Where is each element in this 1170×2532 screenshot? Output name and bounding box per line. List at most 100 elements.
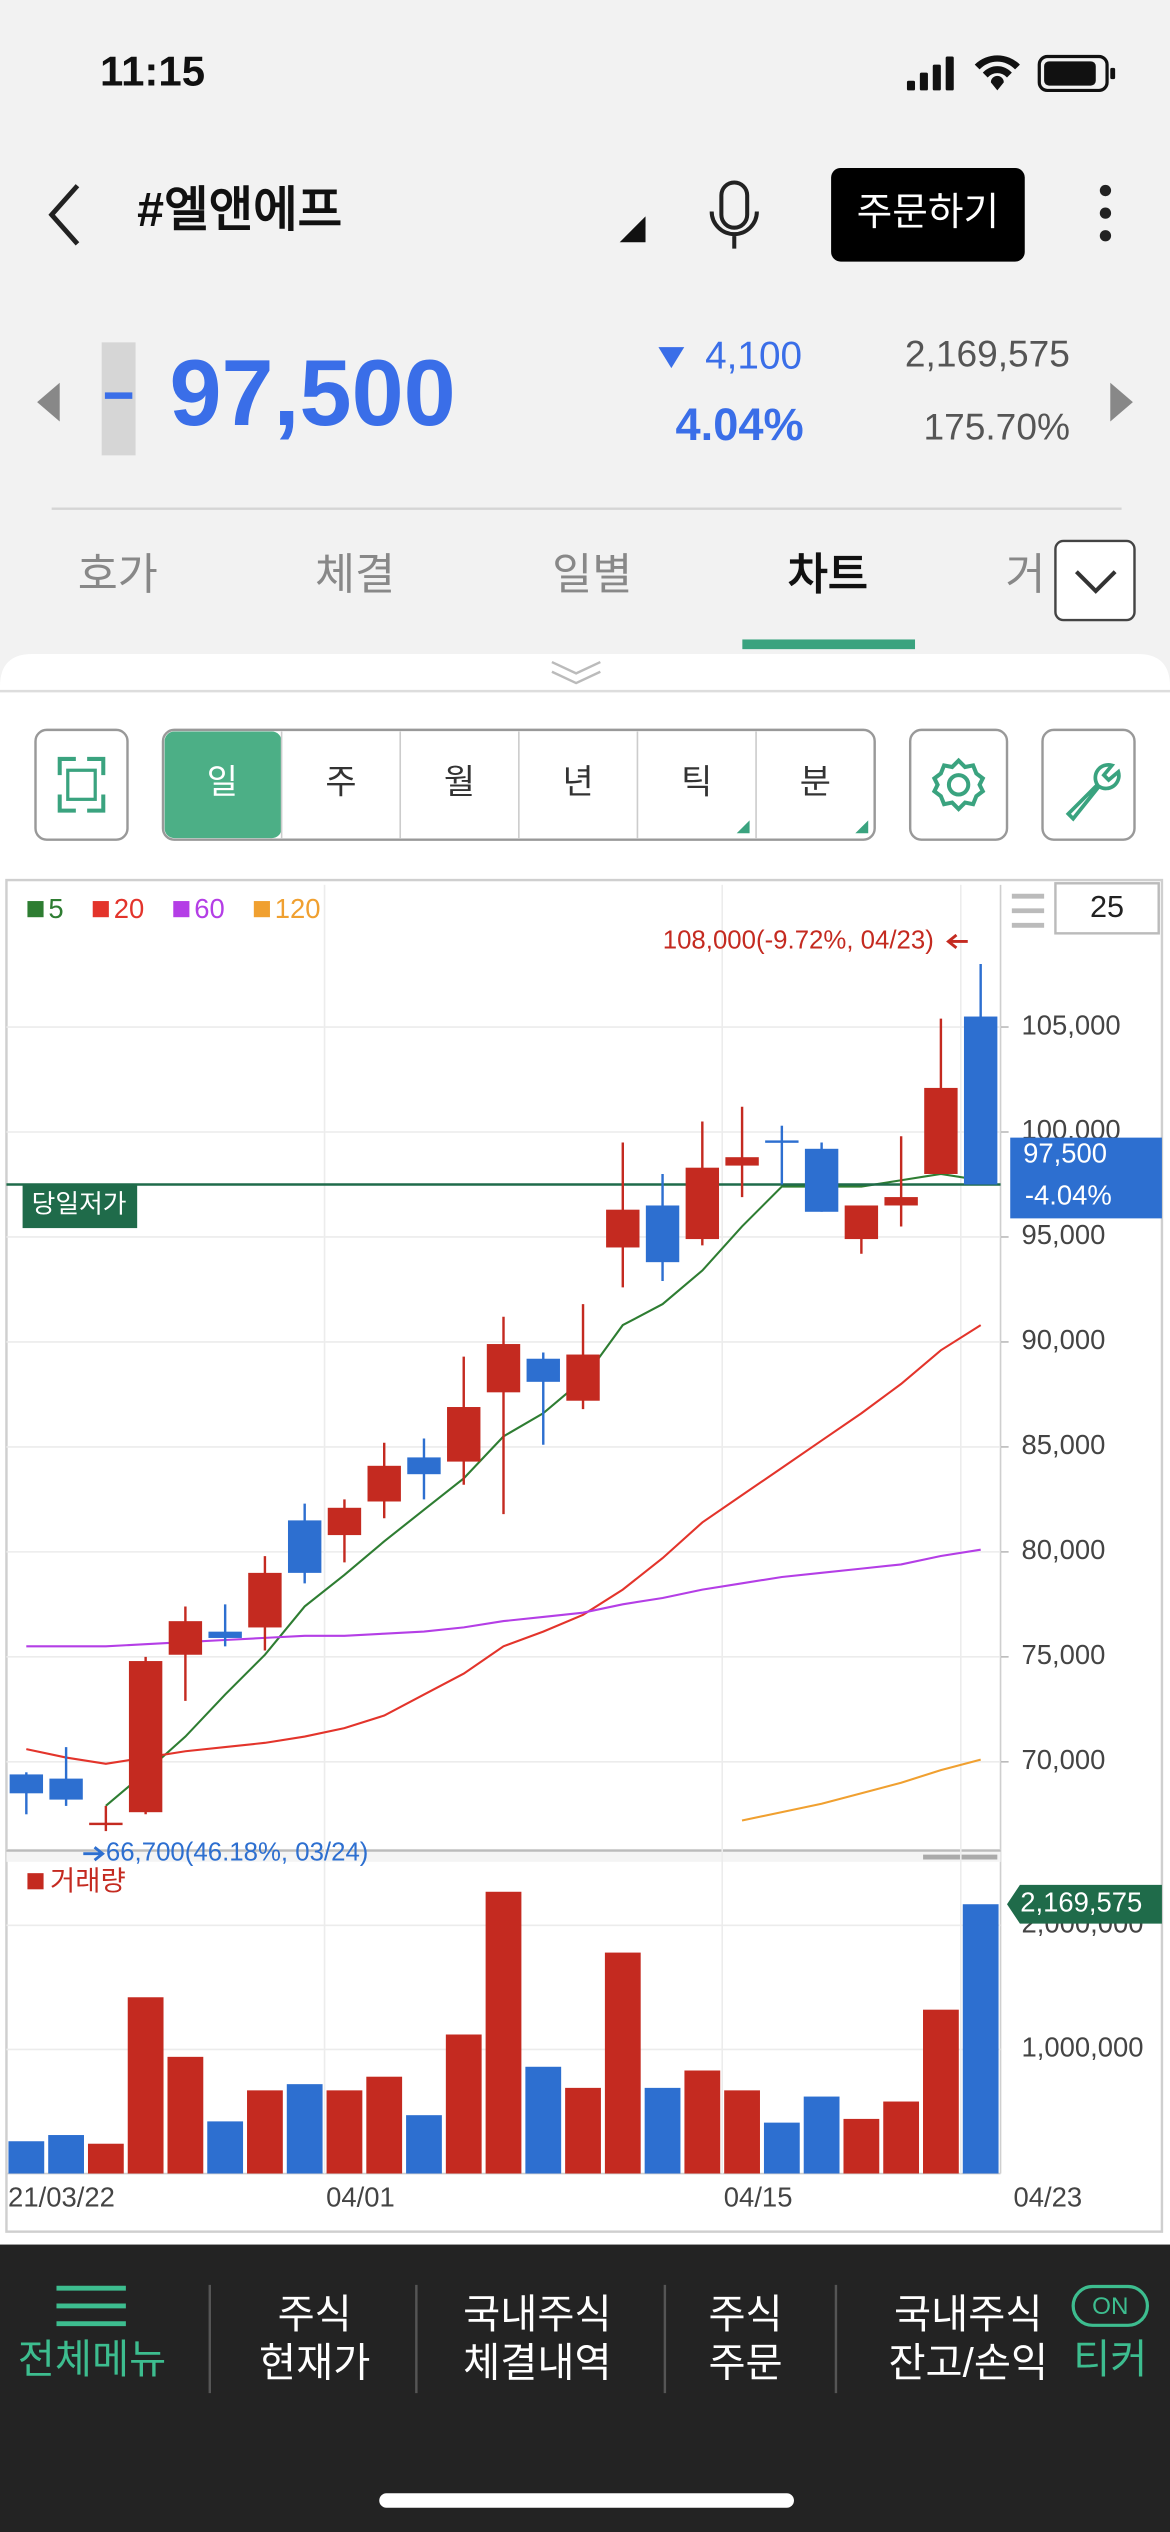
price-tag-change: -4.04% <box>1025 1180 1112 1211</box>
fullscreen-icon-box[interactable] <box>66 768 97 801</box>
candle-body <box>208 1631 242 1638</box>
tab-bar: 호가 체결 일별 차트 거 <box>78 552 1046 600</box>
nav-item[interactable]: 주문 <box>708 2339 782 2385</box>
candle-body <box>804 1148 839 1212</box>
volume-bar <box>8 2141 45 2174</box>
y-tick-label: 1,000,000 <box>1022 2032 1144 2063</box>
tab[interactable]: 호가 <box>78 552 158 600</box>
high-note: 108,000(-9.72%, 04/23) <box>663 926 934 954</box>
period-button[interactable]: 주 <box>325 764 356 802</box>
tab-dropdown-icon[interactable] <box>1074 570 1117 594</box>
low-note: 66,700(46.18%, 03/24) <box>106 1839 369 1867</box>
count-box[interactable] <box>1054 882 1160 935</box>
nav-item[interactable]: 전체메뉴 <box>18 2336 166 2382</box>
bottom-nav <box>0 2244 1170 2532</box>
volume-ratio: 175.70% <box>923 405 1069 447</box>
order-button[interactable] <box>831 167 1025 262</box>
nav-item[interactable]: 체결내역 <box>463 2339 611 2385</box>
nav-item[interactable]: 현재가 <box>259 2339 370 2385</box>
stock-dropdown[interactable] <box>619 216 646 243</box>
candle-body <box>9 1774 44 1794</box>
period-button[interactable]: 틱 <box>681 764 712 802</box>
tools-button[interactable] <box>1041 728 1136 841</box>
tab-dropdown[interactable] <box>1054 539 1136 622</box>
count-value[interactable]: 25 <box>1090 890 1124 924</box>
volume-tag <box>1007 1884 1162 1924</box>
fullscreen-button[interactable] <box>34 728 129 841</box>
tools-icon[interactable] <box>1065 763 1121 822</box>
candle-body <box>128 1661 163 1813</box>
more-button[interactable] <box>1099 184 1112 242</box>
volume-bar <box>525 2066 562 2174</box>
tab[interactable]: 체결 <box>315 552 395 600</box>
ticker-badge[interactable] <box>1071 2284 1150 2327</box>
volume-bar <box>803 2096 840 2174</box>
candle-body <box>407 1457 441 1475</box>
nav-item[interactable]: 주식 <box>278 2291 352 2337</box>
y-tick-label: 95,000 <box>1022 1219 1106 1250</box>
nav-item[interactable]: 국내주식 <box>894 2291 1042 2337</box>
indicator-menu[interactable] <box>1011 893 1045 928</box>
settings-icon[interactable] <box>931 757 986 812</box>
order-button-label[interactable]: 주문하기 <box>857 191 1000 234</box>
reference-label: 당일저가 <box>32 1189 127 1218</box>
period-button[interactable]: 일 <box>207 764 238 802</box>
x-tick-label: 21/03/22 <box>8 2182 115 2213</box>
current-price: 97,500 <box>169 340 455 445</box>
period-button[interactable]: 월 <box>444 764 475 802</box>
volume-bar <box>763 2122 800 2174</box>
status-time: 11:15 <box>100 47 205 94</box>
legend-swatch <box>253 901 270 918</box>
candle-body <box>287 1520 322 1573</box>
candle-body <box>327 1507 362 1536</box>
legend-swatch <box>173 901 190 918</box>
next-stock[interactable] <box>1110 382 1133 422</box>
sheet-handle[interactable] <box>551 660 601 685</box>
volume-bar <box>247 2090 283 2174</box>
y-tick-label: 75,000 <box>1022 1639 1106 1670</box>
volume-bar <box>923 2009 959 2174</box>
volume-bar <box>167 2056 204 2174</box>
down-arrow <box>658 347 685 369</box>
settings-button[interactable] <box>908 728 1009 841</box>
x-tick-label: 04/23 <box>1013 2182 1082 2213</box>
x-tick-label: 04/01 <box>326 2182 395 2213</box>
candle-body <box>168 1621 203 1655</box>
candle-body <box>367 1465 401 1502</box>
nav-item[interactable]: 주식 <box>708 2291 782 2337</box>
back-button[interactable] <box>48 184 80 246</box>
mic-button[interactable] <box>709 180 759 249</box>
volume-bar <box>883 2101 920 2174</box>
ticker-badge-label[interactable]: ON <box>1092 2293 1128 2320</box>
legend-label: 거래량 <box>50 1865 126 1896</box>
trade-volume: 2,169,575 <box>905 333 1070 375</box>
y-tick-label: 90,000 <box>1022 1324 1106 1355</box>
price-indicator-mark <box>104 392 133 399</box>
period-submenu-mark <box>855 820 869 834</box>
volume-bar <box>724 2090 760 2174</box>
stock-name[interactable]: #엘앤에프 <box>137 183 342 237</box>
fullscreen-icon[interactable] <box>57 756 106 813</box>
tab[interactable]: 거 <box>1005 552 1045 600</box>
change-rate: 4.04% <box>676 399 804 450</box>
tab[interactable]: 차트 <box>788 552 868 600</box>
nav-item[interactable]: 잔고/손익 <box>888 2339 1048 2385</box>
menu-icon[interactable] <box>56 2285 126 2327</box>
ticker-label[interactable]: 티커 <box>1073 2336 1147 2382</box>
volume-bar <box>445 2034 482 2174</box>
price-tag-label: 97,500 <box>1023 1138 1107 1169</box>
candle-body <box>844 1205 879 1240</box>
period-selected[interactable] <box>164 731 282 839</box>
period-button[interactable]: 년 <box>563 764 594 802</box>
candle-body <box>248 1572 282 1628</box>
nav-item[interactable]: 국내주식 <box>463 2291 611 2337</box>
candle-body <box>924 1087 958 1174</box>
volume-bar <box>684 2070 721 2174</box>
period-button[interactable]: 분 <box>800 764 831 802</box>
legend-label: 20 <box>114 893 145 924</box>
tab[interactable]: 일별 <box>552 552 632 600</box>
candle-body <box>645 1205 680 1263</box>
prev-stock[interactable] <box>37 382 60 422</box>
